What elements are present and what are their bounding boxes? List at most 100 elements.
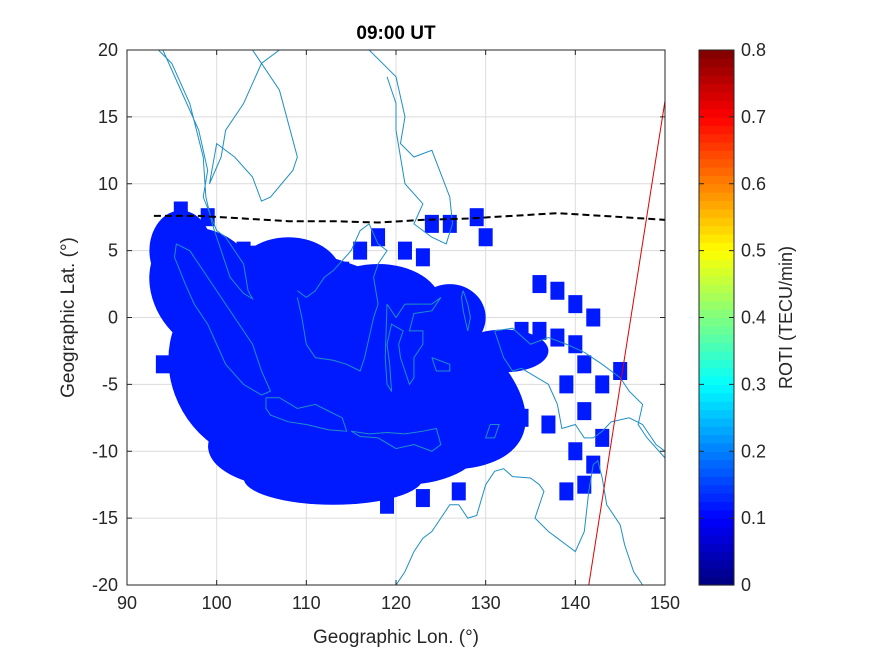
colorbar-segment [699,434,734,444]
roti-tile [559,375,574,394]
roti-cluster [413,284,486,351]
roti-cluster [252,277,361,385]
roti-tile [173,335,188,354]
y-axis-label: Geographic Lat. (°) [58,237,79,398]
y-tick-label: -20 [92,575,118,595]
colorbar-segment [699,167,734,176]
roti-tile [424,214,439,233]
colorbar-segment [699,192,734,202]
roti-tile [442,214,457,233]
x-tick-label: 100 [202,593,232,613]
roti-cluster [243,451,423,505]
colorbar-segment [699,392,734,402]
roti-tile [514,408,529,427]
colorbar-segment [699,258,734,268]
colorbar-segment [699,526,734,536]
colorbar-segment [699,417,734,427]
roti-tile [460,382,475,401]
colorbar-segment [699,150,734,160]
colorbar-segment [699,100,734,110]
y-tick-label: 5 [108,241,118,261]
colorbar-segment [699,342,734,352]
roti-cluster [324,357,414,438]
axis-ticks: 90 100 110 120 130 140 150 20 15 10 5 0 -5 -10 -15 -20 [92,40,680,613]
roti-tile [541,415,556,434]
colorbar-tick-label: 0.3 [741,374,766,394]
colorbar-segment [699,376,734,385]
colorbar-segment [699,183,734,193]
colorbar-segment [699,116,734,126]
colorbar-segment [699,384,734,394]
colorbar-segment [699,91,734,101]
roti-tile [335,261,350,280]
roti-tile [559,482,574,501]
x-axis-label: Geographic Lon. (°) [313,627,479,648]
colorbar-segment [699,208,734,218]
colorbar: 0.8 0.7 0.6 0.5 0.4 0.3 0.2 0.1 0 [698,40,766,595]
roti-tile [550,281,565,300]
colorbar-tick-label: 0.5 [741,241,766,261]
roti-tile [478,362,493,380]
roti-tile [236,241,251,260]
colorbar-segment [699,225,734,235]
colorbar-segment [699,50,734,59]
colorbar-segment [699,242,734,252]
x-tick-label: 140 [560,593,590,613]
colorbar-segment [699,467,734,477]
colorbar-segment [699,175,734,185]
colorbar-segment [699,83,734,93]
coastline [460,290,471,331]
roti-tile [595,375,610,394]
roti-tile [353,241,368,260]
x-tick-label: 110 [292,593,321,613]
colorbar-segment [699,509,734,519]
roti-tile [568,335,583,354]
coastline [384,297,442,393]
roti-field [149,201,628,514]
colorbar-segment [699,401,734,411]
y-tick-label: 20 [98,40,118,60]
colorbar-segment [699,66,734,76]
colorbar-segment [699,350,734,360]
colorbar-tick-label: 0 [741,575,751,595]
colorbar-segment [699,233,734,243]
roti-tile [415,248,430,267]
colorbar-segment [699,133,734,143]
colorbar-segment [699,442,734,452]
dip-equator-dashed-line [153,212,665,224]
roti-tile [389,275,403,294]
x-tick-label: 90 [117,593,137,613]
colorbar-segment [699,267,734,277]
coastline [368,50,453,245]
colorbar-segment [699,551,734,561]
colorbar-segment [699,518,734,528]
coastline [209,50,298,202]
colorbar-segment [699,58,734,68]
colorbar-segment [699,284,734,294]
x-tick-label: 130 [471,593,501,613]
colorbar-segment [699,158,734,168]
coastline [158,50,254,301]
roti-tile [371,228,386,247]
coastlines [158,50,665,585]
colorbar-segment [699,292,734,302]
colorbar-segment [699,493,734,503]
y-tick-label: -5 [102,374,118,394]
colorbar-segment [699,501,734,511]
roti-tile [532,321,547,340]
coastline [296,223,388,372]
colorbar-segment [699,75,734,85]
roti-tile [380,495,395,514]
y-tick-label: -15 [92,508,118,528]
roti-tile [397,241,412,260]
roti-tile [586,308,601,327]
colorbar-tick-label: 0.1 [741,508,766,528]
roti-tile [496,375,511,394]
colorbar-segment [699,409,734,419]
y-tick-label: 10 [98,174,118,194]
colorbar-segment [699,426,734,436]
colorbar-segment [699,334,734,344]
roti-tile [155,355,170,374]
